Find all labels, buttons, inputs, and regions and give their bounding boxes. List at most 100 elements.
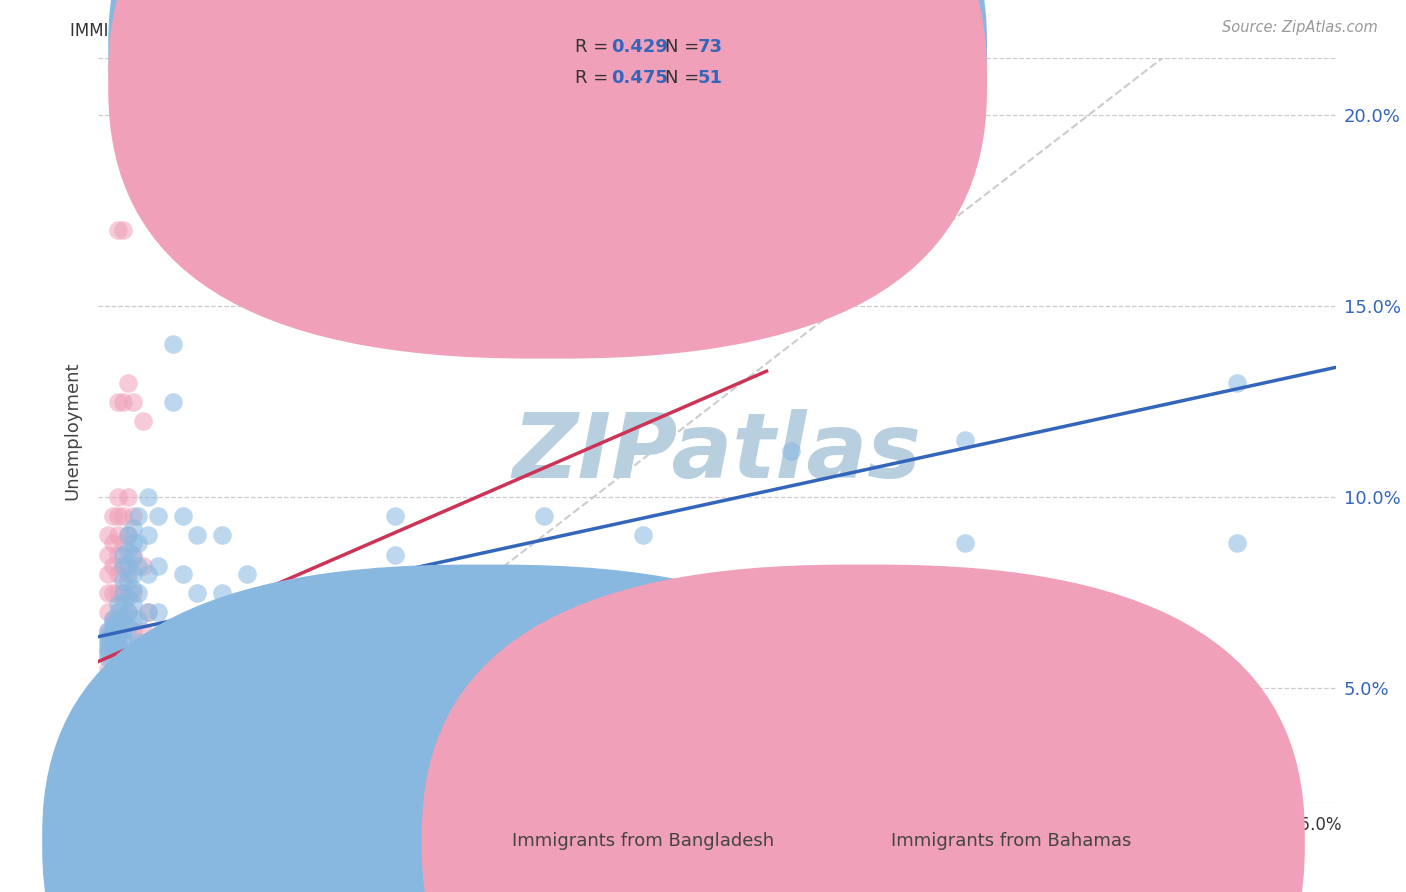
Point (136, 490, 159, 504)
Point (122, 566, 145, 581)
Point (384, 548, 406, 562)
Point (97, 635, 120, 649)
Point (117, 543, 139, 558)
Point (236, 566, 259, 581)
Point (1226, 376, 1249, 390)
Point (146, 509, 169, 524)
Point (112, 559, 135, 574)
Point (122, 585, 145, 599)
Text: N =: N = (665, 38, 704, 56)
Point (97, 647, 120, 661)
Point (117, 620, 139, 634)
Text: IMMIGRANTS FROM BANGLADESH VS IMMIGRANTS FROM BAHAMAS UNEMPLOYMENT CORRELATION C: IMMIGRANTS FROM BANGLADESH VS IMMIGRANTS… (70, 22, 962, 40)
Point (953, 433, 976, 447)
Point (122, 597, 145, 611)
Point (146, 700, 169, 714)
Point (127, 635, 149, 649)
Point (162, 394, 184, 409)
Point (103, 509, 125, 524)
Point (117, 574, 139, 589)
Point (97, 605, 120, 619)
Point (780, 280, 803, 294)
Point (97, 624, 120, 638)
Point (107, 566, 129, 581)
Point (384, 509, 406, 524)
Point (97, 681, 120, 696)
Point (211, 528, 233, 542)
Point (122, 582, 145, 596)
Text: 73: 73 (697, 38, 723, 56)
Text: Source: ZipAtlas.com: Source: ZipAtlas.com (1222, 20, 1378, 35)
Point (136, 566, 159, 581)
Point (117, 635, 139, 649)
Text: R =: R = (575, 70, 614, 87)
Point (127, 612, 149, 626)
Point (172, 509, 194, 524)
Point (103, 635, 125, 649)
Point (112, 394, 135, 409)
Point (136, 528, 159, 542)
Point (127, 509, 149, 524)
Point (112, 624, 135, 638)
Point (107, 509, 129, 524)
Point (136, 605, 159, 619)
Point (146, 643, 169, 657)
Point (97, 643, 120, 657)
Point (103, 632, 125, 646)
Point (103, 585, 125, 599)
Point (107, 490, 129, 504)
Point (117, 490, 139, 504)
Text: 25.0%: 25.0% (1291, 816, 1343, 834)
Point (122, 624, 145, 638)
Point (122, 509, 145, 524)
Point (112, 509, 135, 524)
Text: Immigrants from Bahamas: Immigrants from Bahamas (891, 832, 1132, 850)
Point (112, 559, 135, 574)
Point (122, 551, 145, 566)
Point (103, 536, 125, 550)
Point (186, 624, 208, 638)
Point (117, 566, 139, 581)
Point (107, 548, 129, 562)
Text: R =: R = (575, 38, 614, 56)
Point (186, 528, 208, 542)
Point (127, 536, 149, 550)
Point (1226, 536, 1249, 550)
Point (122, 536, 145, 550)
Point (107, 605, 129, 619)
Point (112, 612, 135, 626)
Point (117, 590, 139, 604)
Point (103, 559, 125, 574)
Point (107, 643, 129, 657)
Point (103, 624, 125, 638)
Point (107, 223, 129, 237)
Point (112, 585, 135, 599)
Point (186, 585, 208, 599)
Point (112, 223, 135, 237)
Point (122, 521, 145, 535)
Point (953, 536, 976, 550)
Point (97, 528, 120, 542)
Point (211, 585, 233, 599)
Point (107, 681, 129, 696)
Point (117, 559, 139, 574)
Point (107, 620, 129, 634)
Point (107, 585, 129, 599)
Point (112, 548, 135, 562)
Point (122, 394, 145, 409)
Point (112, 635, 135, 649)
Point (146, 559, 169, 574)
Point (117, 376, 139, 390)
Point (162, 337, 184, 351)
Point (112, 585, 135, 599)
Point (107, 635, 129, 649)
Point (112, 536, 135, 550)
Point (631, 528, 654, 542)
Point (97, 628, 120, 642)
Point (97, 632, 120, 646)
Point (117, 605, 139, 619)
Point (97, 662, 120, 676)
Point (107, 597, 129, 611)
Text: 0.0%: 0.0% (127, 816, 169, 834)
Text: 51: 51 (697, 70, 723, 87)
